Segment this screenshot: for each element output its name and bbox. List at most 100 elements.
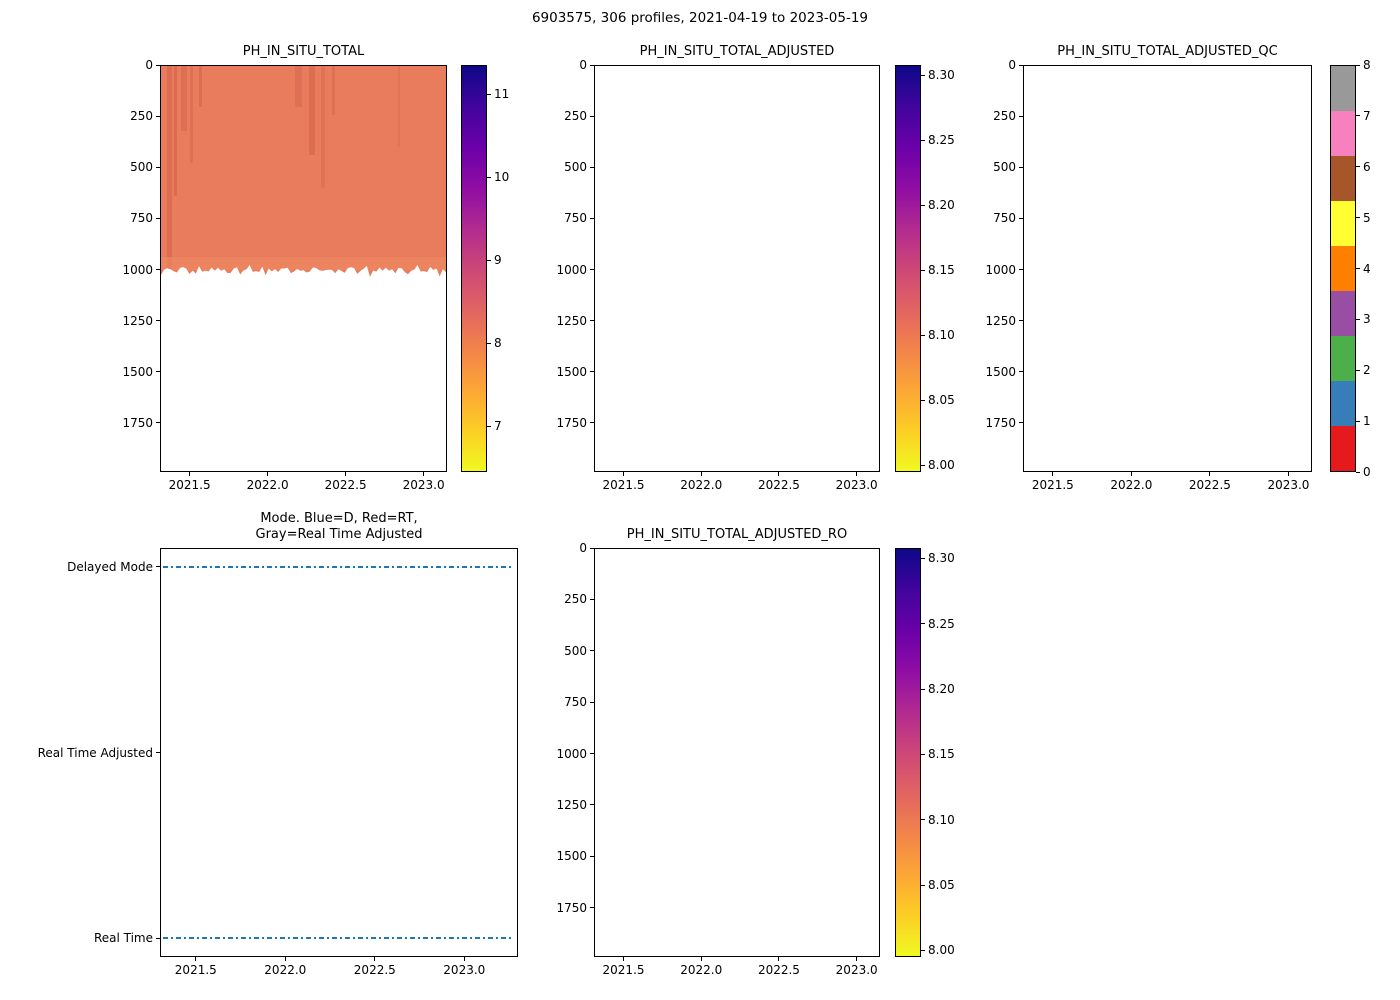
colorbar-ph-in-situ-total: [461, 65, 487, 472]
colorbar-tick: [487, 342, 491, 344]
x-tick-label: 2022.5: [1188, 478, 1231, 492]
colorbar-tick: [487, 176, 491, 178]
y-tick-label: 1250: [122, 313, 153, 328]
x-tick-label: 2021.5: [168, 478, 211, 492]
colorbar-tick-label: 0: [1363, 465, 1371, 479]
colorbar-tick-label: 10: [494, 170, 510, 185]
y-tick: [156, 64, 160, 66]
colorbar-tick: [1356, 268, 1360, 269]
colorbar-tick-label: 8.25: [928, 133, 955, 148]
y-tick: [590, 166, 594, 168]
colorbar-segment-qc3: [1331, 291, 1355, 336]
x-tick-label: 2022.5: [757, 963, 800, 977]
colorbar-tick: [921, 949, 925, 951]
x-tick-label: 2023.0: [835, 478, 878, 492]
x-tick-label: 2021.5: [602, 963, 645, 977]
y-tick-label: 500: [564, 160, 587, 175]
category-label: Real Time Adjusted: [37, 745, 153, 760]
y-tick: [1019, 371, 1023, 373]
colorbar-tick-label: 8.20: [928, 198, 955, 213]
colorbar-tick-label: 7: [1363, 108, 1371, 123]
colorbar-tick: [921, 819, 925, 821]
colorbar-ph-in-situ-total-adjusted: [895, 65, 921, 472]
y-tick: [590, 701, 594, 703]
heatmap-streak: [397, 66, 401, 147]
colorbar-tick-label: 3: [1363, 312, 1371, 327]
y-tick: [156, 566, 160, 568]
y-tick: [1019, 422, 1023, 424]
y-tick: [590, 650, 594, 652]
colorbar-tick-label: 2: [1363, 363, 1371, 378]
y-tick: [590, 907, 594, 909]
plot-title-mode: Mode. Blue=D, Red=RT, Gray=Real Time Adj…: [255, 511, 423, 542]
y-tick-label: 1500: [122, 364, 153, 379]
x-tick-label: 2022.0: [1110, 478, 1153, 492]
x-tick-label: 2023.0: [443, 963, 486, 977]
colorbar-tick: [1356, 64, 1360, 66]
x-tick: [1052, 472, 1054, 476]
colorbar-ph-in-situ-total-adjusted-ro: [895, 548, 921, 957]
x-tick-label: 2023.0: [1267, 478, 1310, 492]
plot-title-ph-in-situ-total: PH_IN_SITU_TOTAL: [242, 44, 365, 59]
colorbar-tick: [1356, 420, 1360, 422]
x-tick: [778, 957, 780, 961]
colorbar-tick: [1356, 471, 1360, 473]
y-tick-label: 1250: [556, 797, 587, 812]
colorbar-tick: [921, 688, 925, 690]
category-label: Delayed Mode: [67, 559, 153, 574]
y-tick: [156, 937, 160, 939]
heatmap-region: [161, 66, 446, 277]
x-tick-label: 2021.5: [174, 963, 217, 977]
colorbar-tick-label: 8.10: [928, 812, 955, 827]
heatmap-streak: [166, 66, 173, 269]
figure-title: 6903575, 306 profiles, 2021-04-19 to 202…: [531, 10, 869, 26]
x-tick-label: 2022.0: [264, 963, 307, 977]
colorbar-tick: [487, 93, 491, 95]
colorbar-tick: [921, 884, 925, 886]
colorbar-tick-label: 11: [494, 87, 510, 102]
x-tick: [856, 472, 858, 476]
colorbar-tick: [1356, 369, 1360, 371]
x-tick: [856, 957, 858, 961]
x-tick-label: 2023.0: [835, 963, 878, 977]
x-tick-label: 2021.5: [1031, 478, 1074, 492]
y-tick: [590, 320, 594, 322]
colorbar-tick: [1356, 115, 1360, 117]
y-tick-label: 0: [579, 541, 587, 555]
colorbar-tick: [921, 74, 925, 76]
colorbar-tick: [921, 204, 925, 206]
colorbar-tick-label: 8: [1363, 58, 1371, 72]
y-tick: [156, 269, 160, 271]
x-tick: [423, 472, 425, 476]
y-tick: [590, 547, 594, 549]
x-tick: [284, 957, 286, 961]
colorbar-tick-label: 6: [1363, 159, 1371, 174]
y-tick-label: 1500: [556, 364, 587, 379]
y-tick: [590, 598, 594, 600]
y-tick: [590, 371, 594, 373]
plot-axes-ph-in-situ-total-adjusted: [594, 65, 880, 472]
y-tick-label: 750: [564, 211, 587, 226]
y-tick: [156, 752, 160, 753]
y-tick-label: 750: [993, 211, 1016, 226]
colorbar-tick: [1356, 166, 1360, 168]
x-tick-label: 2022.5: [353, 963, 396, 977]
y-tick-label: 500: [993, 160, 1016, 175]
y-tick-label: 1000: [122, 262, 153, 277]
x-tick-label: 2021.5: [602, 478, 645, 492]
y-tick-label: 250: [564, 592, 587, 607]
colorbar-segment-qc1: [1331, 381, 1355, 426]
y-tick: [1019, 269, 1023, 271]
y-tick-label: 1000: [985, 262, 1016, 277]
y-tick: [156, 371, 160, 373]
y-tick-label: 1500: [985, 364, 1016, 379]
y-tick-label: 750: [130, 211, 153, 226]
colorbar-tick-label: 8.30: [928, 551, 955, 566]
colorbar-segment-qc6: [1331, 156, 1355, 201]
plot-axes-ph-in-situ-total-adjusted-qc: [1023, 65, 1312, 472]
y-tick-label: 1250: [556, 313, 587, 328]
x-tick-label: 2022.0: [246, 478, 289, 492]
y-tick-label: 0: [1008, 58, 1016, 72]
colorbar-tick: [487, 259, 491, 261]
y-tick-label: 250: [993, 109, 1016, 124]
